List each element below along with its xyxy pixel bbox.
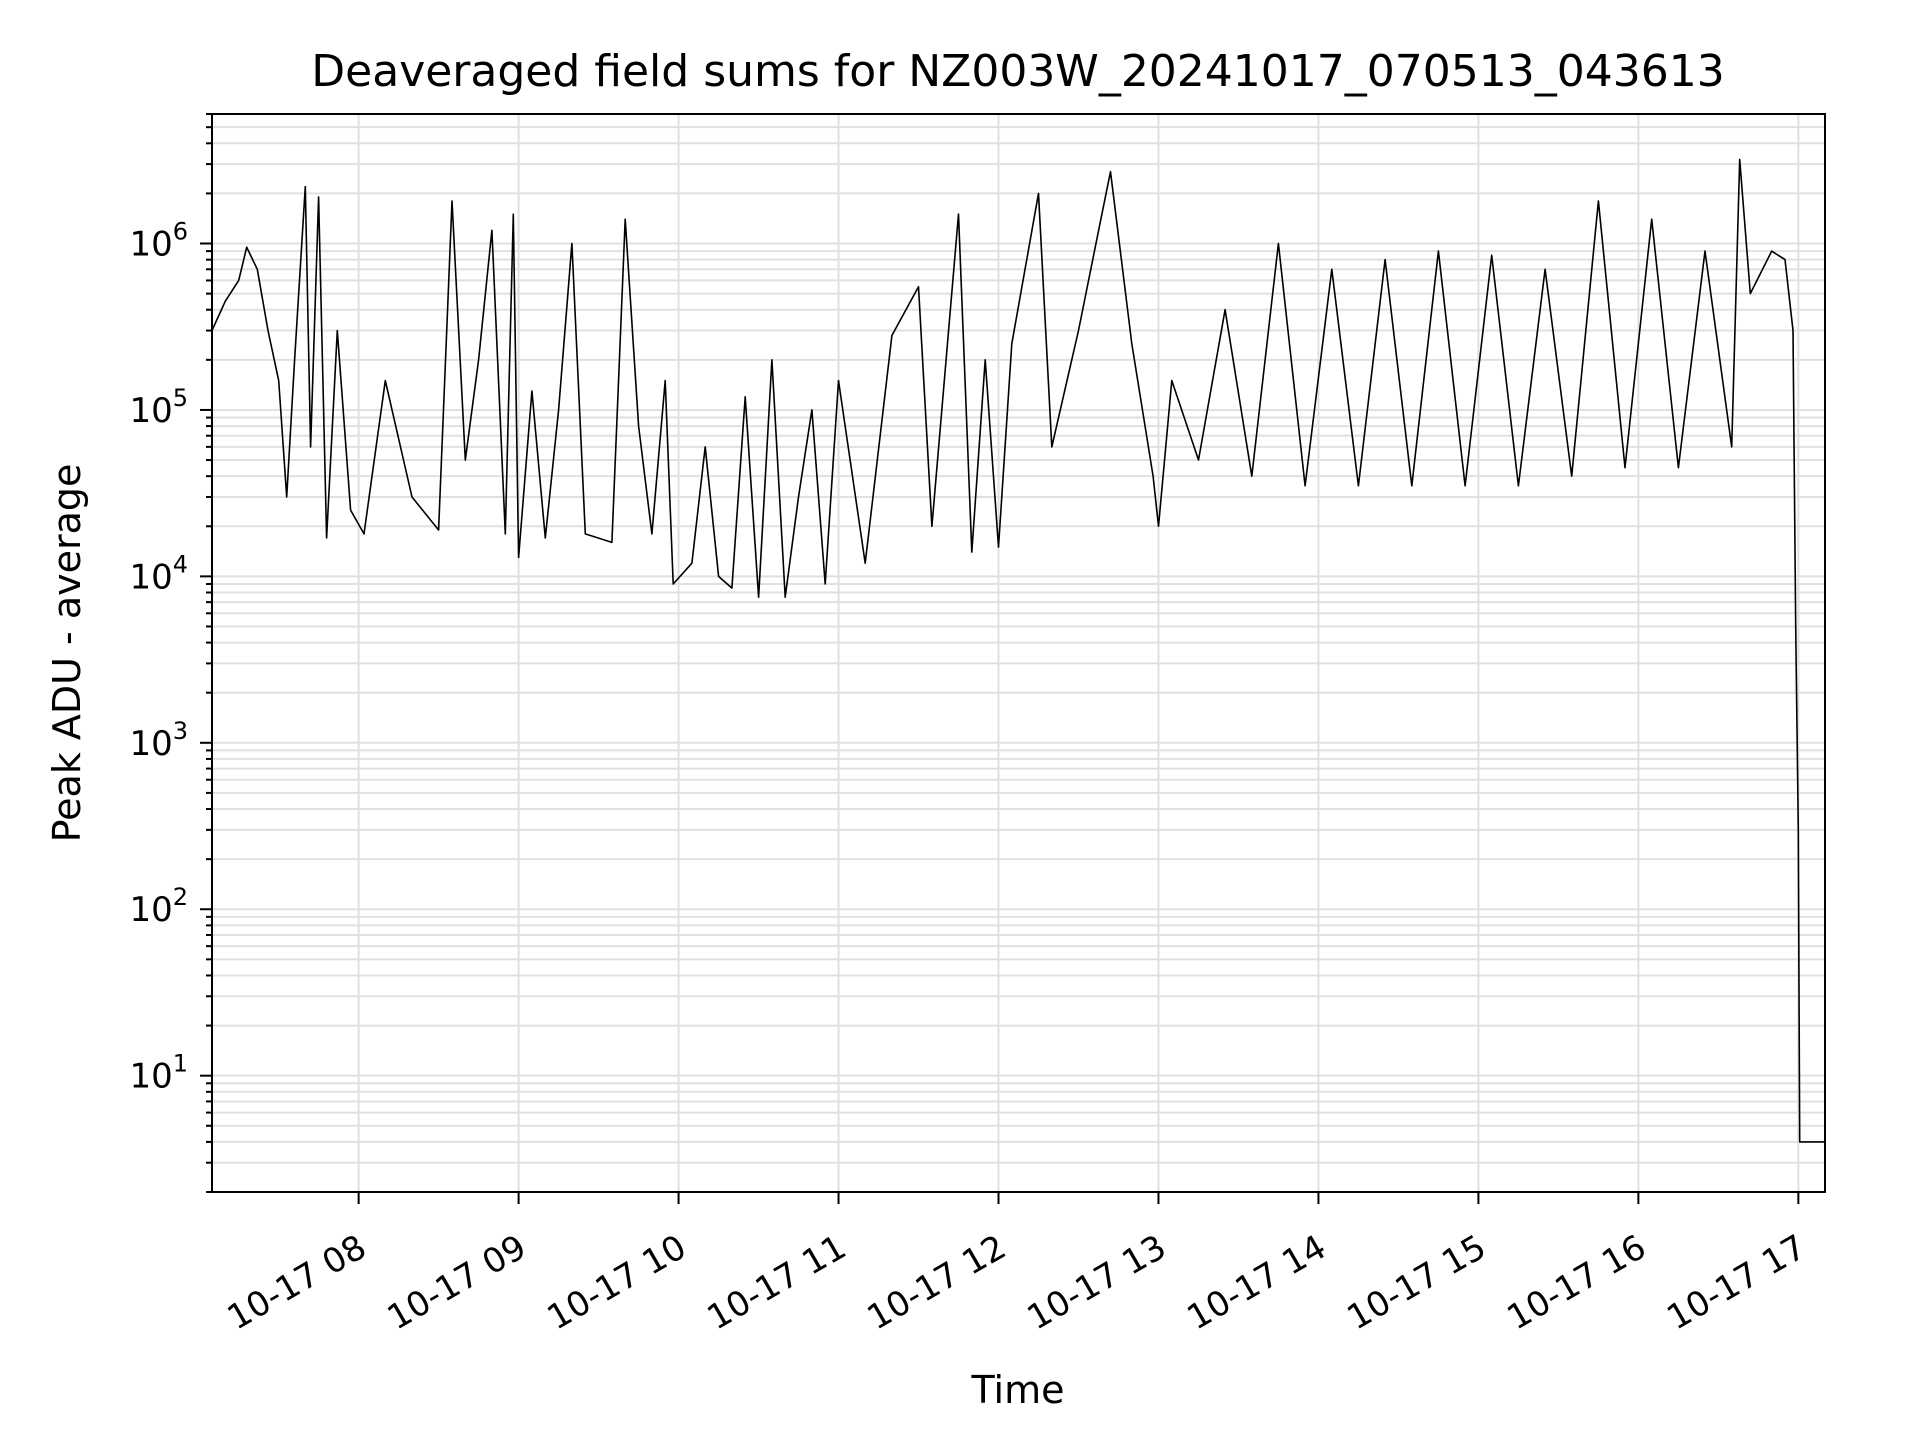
grid: [212, 113, 1825, 1193]
y-tick-label: 103: [129, 717, 188, 764]
plot-frame: [211, 113, 1826, 1193]
y-axis: 101 102 103 104 105 106: [129, 113, 212, 1193]
y-tick-label: 101: [129, 1050, 188, 1097]
series-line-0: [211, 158, 1825, 1143]
x-axis-label: Time: [971, 1368, 1065, 1412]
series-layer: [211, 158, 1825, 1143]
y-axis-label: Peak ADU - average: [45, 464, 89, 843]
y-tick-label: 106: [129, 218, 188, 265]
chart-title: Deaveraged field sums for NZ003W_2024101…: [311, 46, 1724, 97]
y-tick-label: 105: [129, 384, 188, 431]
y-tick-label: 102: [129, 883, 188, 930]
y-tick-label: 104: [129, 550, 188, 597]
